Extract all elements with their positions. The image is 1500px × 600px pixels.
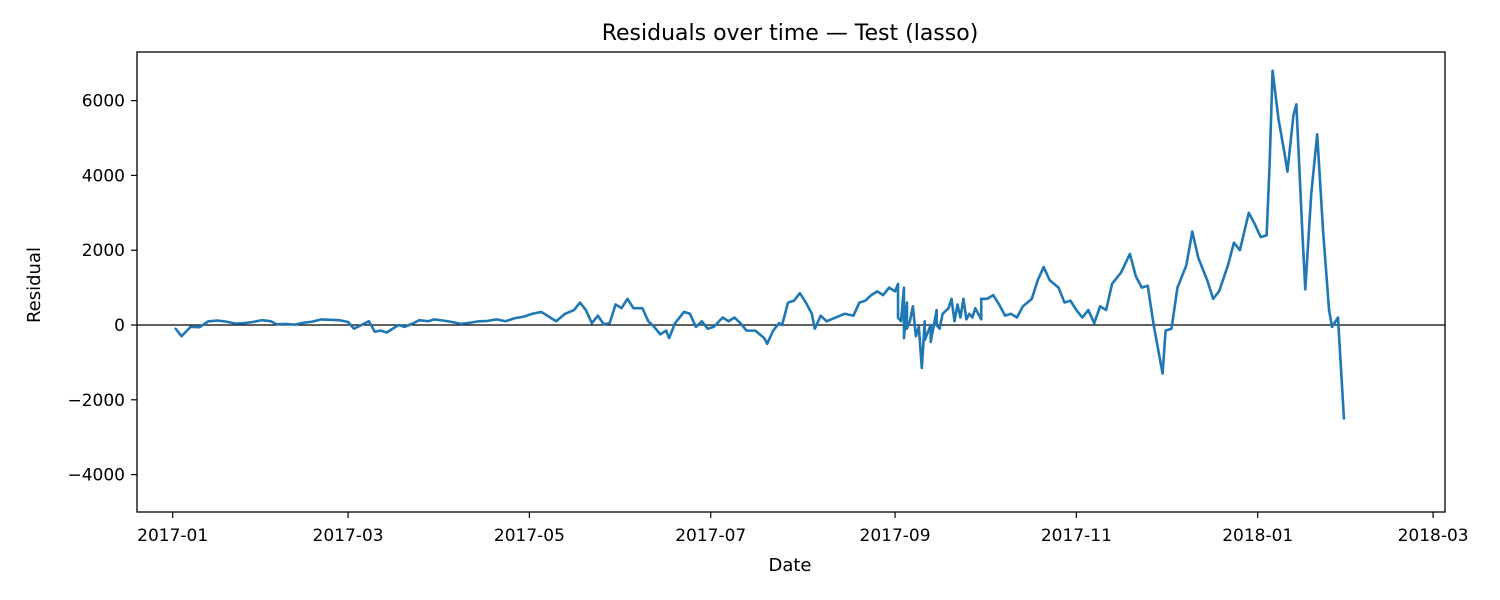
y-tick-label: 6000	[82, 92, 125, 112]
x-tick-label: 2017-05	[494, 526, 565, 546]
x-tick-label: 2017-07	[675, 526, 746, 546]
y-tick-label: −2000	[67, 391, 125, 411]
y-axis: −4000 −2000 0 2000 4000 6000	[67, 92, 137, 486]
x-tick-label: 2018-03	[1398, 526, 1469, 546]
x-tick-label: 2017-03	[313, 526, 384, 546]
chart-title: Residuals over time — Test (lasso)	[602, 21, 979, 46]
residual-series-line	[174, 69, 1346, 420]
x-axis: 2017-01 2017-03 2017-05 2017-07 2017-09 2017-…	[137, 512, 1469, 546]
x-tick-label: 2017-01	[137, 526, 208, 546]
plot-area	[136, 51, 1446, 513]
y-axis-label: Residual	[24, 247, 45, 323]
x-tick-label: 2018-01	[1222, 526, 1293, 546]
x-tick-label: 2017-11	[1041, 526, 1112, 546]
x-axis-label: Date	[768, 555, 811, 576]
y-tick-label: 2000	[82, 241, 125, 261]
plot-frame	[136, 51, 1446, 513]
y-tick-label: −4000	[67, 466, 125, 486]
y-tick-label: 4000	[82, 166, 125, 186]
x-tick-label: 2017-09	[860, 526, 931, 546]
y-tick-label: 0	[114, 316, 125, 336]
